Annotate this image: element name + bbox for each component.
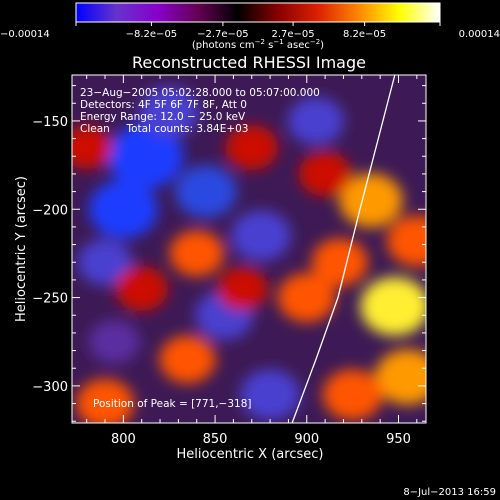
- heatmap-blob: [88, 320, 140, 364]
- heatmap-blob: [72, 125, 113, 170]
- colorbar-tick-label: 0.00014: [459, 29, 500, 40]
- heatmap-blob: [139, 86, 200, 138]
- heatmap-blob: [298, 151, 352, 197]
- heatmap-blob: [115, 266, 168, 312]
- y-tick-label: −300: [32, 380, 68, 395]
- x-axis-label: Heliocentric X (arcsec): [177, 447, 324, 462]
- x-tick-label: 800: [111, 432, 136, 447]
- heatmap-blob: [159, 335, 216, 384]
- y-tick-label: −150: [32, 115, 68, 130]
- chart-title: Reconstructed RHESSI Image: [132, 53, 366, 72]
- annotation-time-range: 23−Aug−2005 05:02:28.000 to 05:07:00.000: [80, 87, 320, 99]
- x-tick-label: 850: [203, 432, 228, 447]
- heatmap-blob: [240, 369, 300, 421]
- peak-position-label: Position of Peak = [771,−318]: [93, 398, 252, 410]
- colorbar: [75, 2, 441, 23]
- x-tick-label: 950: [386, 432, 411, 447]
- annotation-energy-range: Energy Range: 12.0 − 25.0 keV: [80, 111, 246, 123]
- heatmap-blob: [277, 272, 336, 323]
- y-tick-label: −200: [32, 203, 68, 218]
- heatmap-blob: [339, 173, 403, 228]
- plot-frame: [71, 74, 427, 424]
- heatmap-blob: [231, 210, 291, 262]
- colorbar-units: (photons cm−2 s−1 asec−2): [192, 38, 324, 51]
- heatmap-blob: [225, 125, 279, 170]
- annotation-detectors: Detectors: 4F 5F 6F 7F 8F, Att 0: [80, 99, 247, 111]
- colorbar-tick-label: 2.7e−05: [272, 29, 315, 40]
- x-tick-label: 900: [294, 432, 319, 447]
- colorbar-tick-label: −0.00014: [0, 29, 50, 40]
- footer-timestamp: 8−Jul−2013 16:59: [403, 487, 496, 498]
- heatmap-blob: [169, 230, 224, 277]
- heatmap-blob: [88, 180, 158, 239]
- heatmap-blob: [375, 349, 426, 405]
- heatmap-blobs: [72, 86, 426, 423]
- heatmap-blob: [287, 97, 345, 145]
- colorbar-tick-label: 8.2e−05: [343, 29, 386, 40]
- colorbar-tick-label: −2.7e−05: [197, 29, 249, 40]
- solar-limb-curve: [291, 75, 396, 423]
- heatmap-blob: [360, 277, 426, 336]
- y-axis-label: Heliocentric Y (arcsec): [14, 176, 29, 322]
- heatmap-blob: [77, 239, 133, 286]
- axis-ticks: 800 850 900 950 −150 −200 −250 −300: [32, 75, 426, 447]
- y-tick-label: −250: [32, 292, 68, 307]
- annotation-clean-counts: Clean Total counts: 3.84E+03: [80, 123, 249, 135]
- heatmap-blob: [322, 369, 383, 421]
- colorbar-tick-label: −8.2e−05: [126, 29, 178, 40]
- heatmap-blob: [107, 123, 184, 189]
- heatmap-blob: [311, 238, 368, 287]
- heatmap-blob: [175, 165, 237, 218]
- colorbar-ticks: −0.00014 −8.2e−05 −2.7e−05 2.7e−05 8.2e−05 0.…: [0, 22, 500, 40]
- heatmap-area: [72, 75, 426, 423]
- heatmap-blob: [217, 267, 268, 311]
- heatmap-blob: [386, 215, 426, 267]
- heatmap-blob: [76, 378, 135, 423]
